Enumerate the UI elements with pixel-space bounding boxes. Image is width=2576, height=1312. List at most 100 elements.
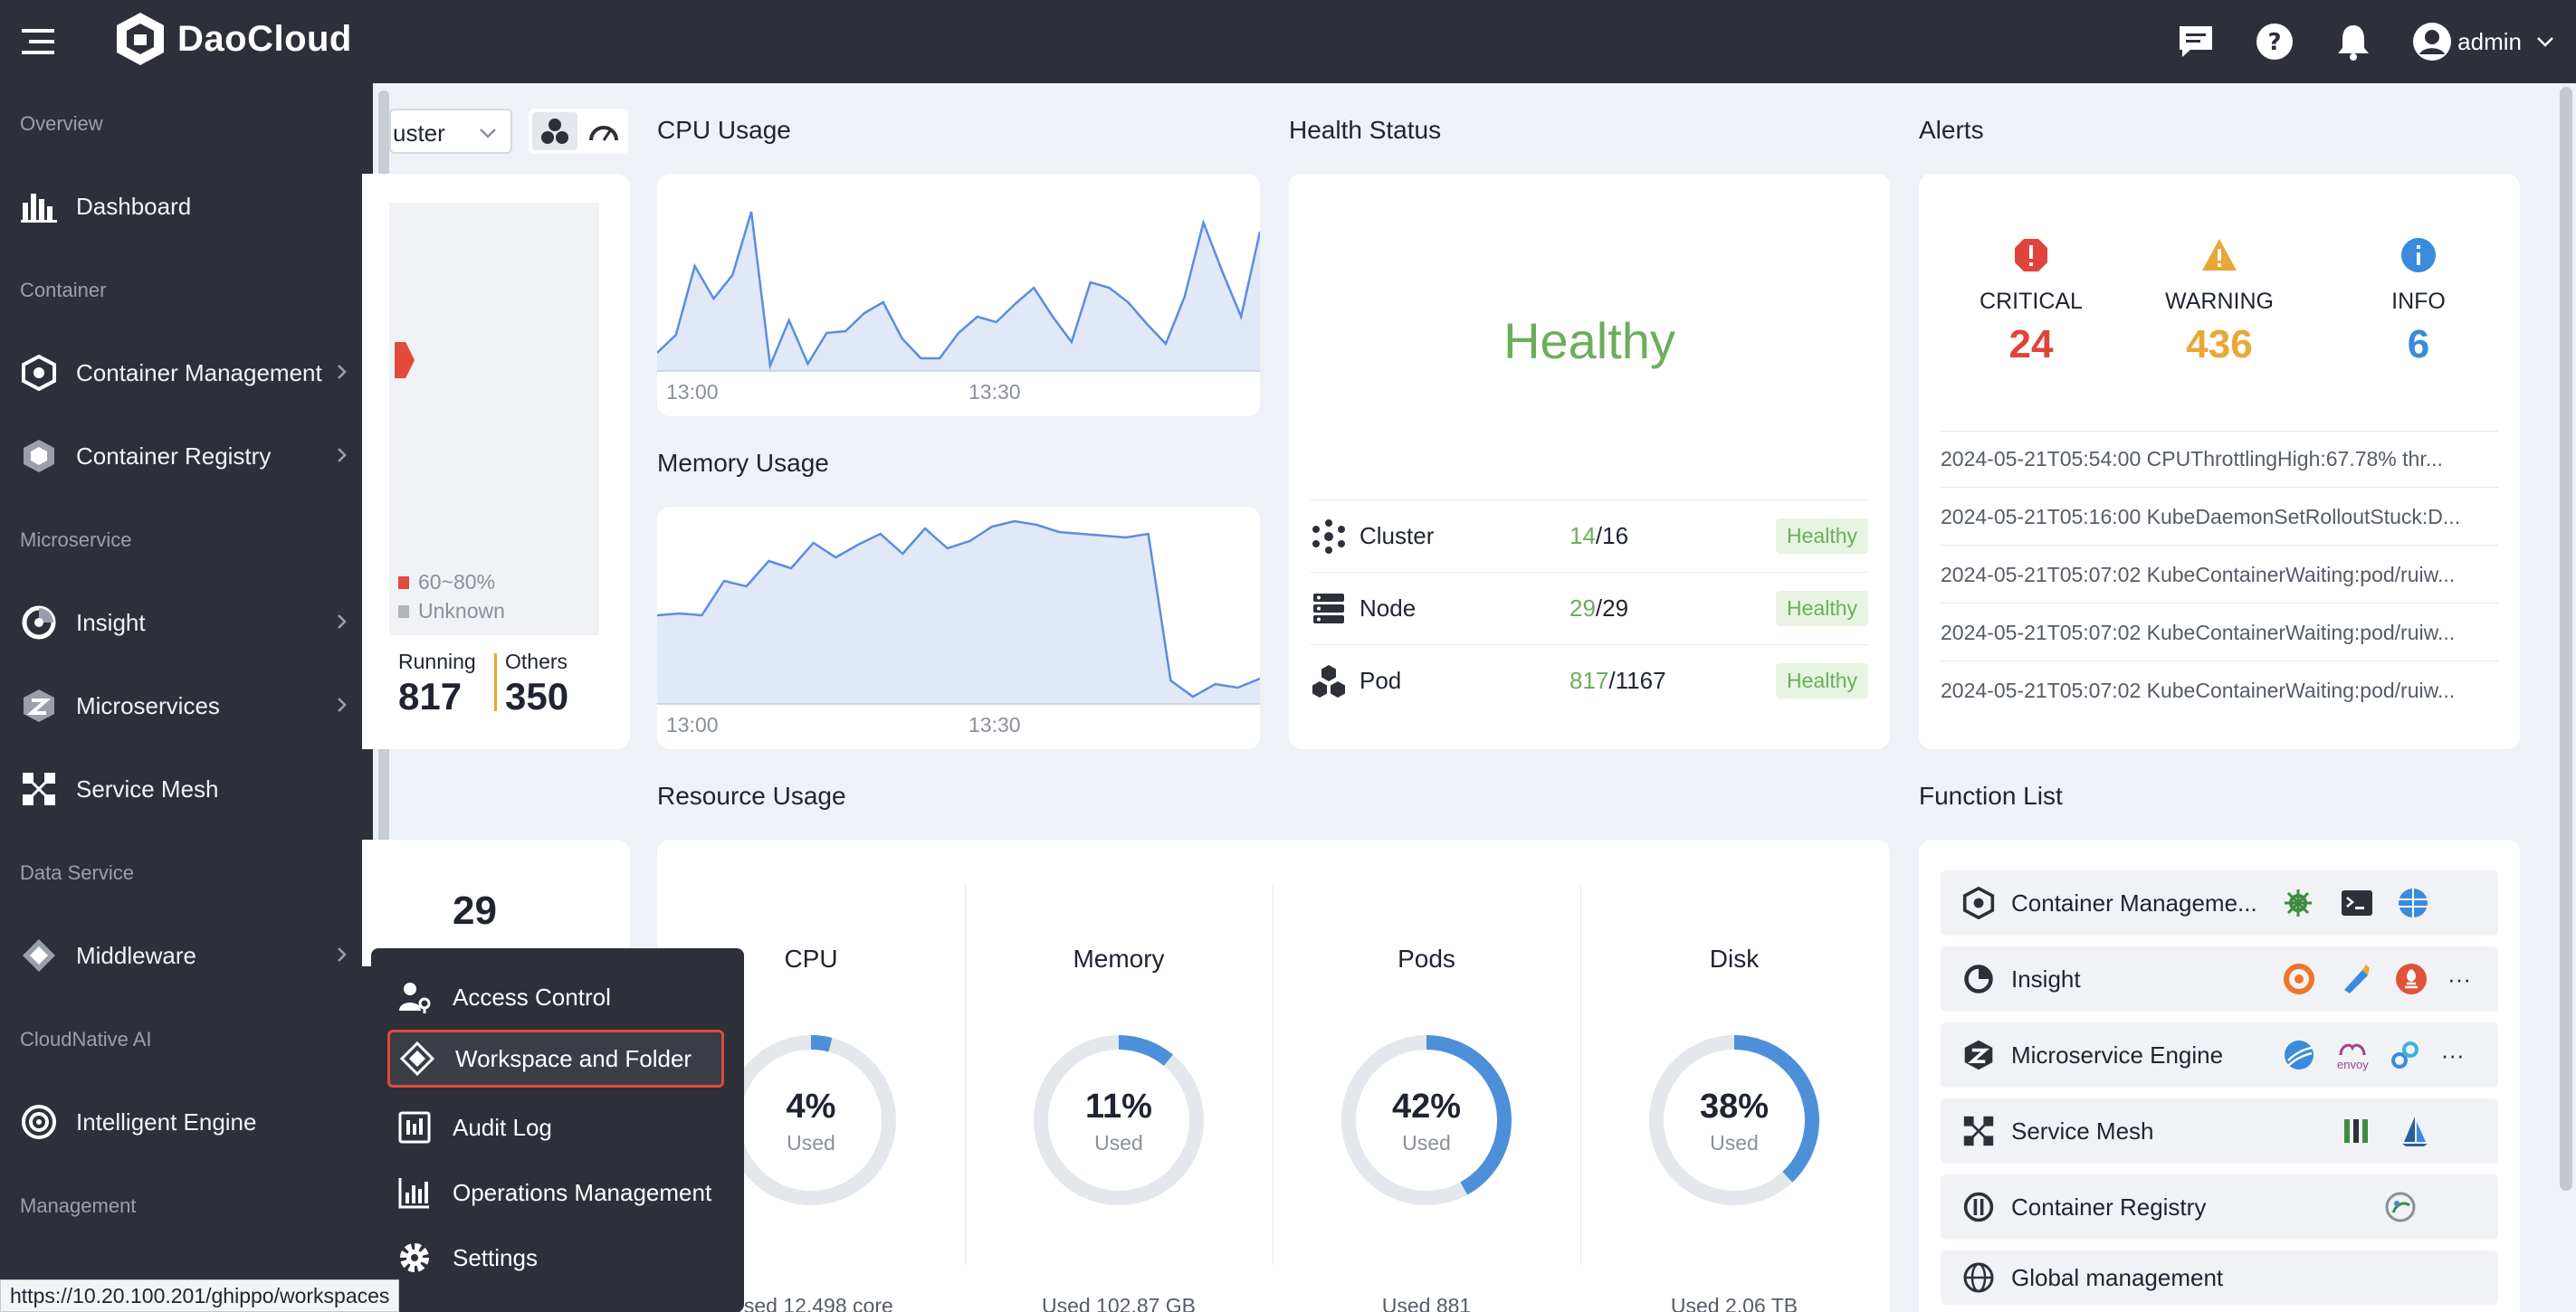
critical-icon — [2015, 239, 2047, 271]
prometheus-icon[interactable] — [2395, 963, 2428, 995]
more-icon[interactable]: ··· — [2447, 965, 2471, 993]
gauge-used-label: Used — [787, 1131, 835, 1155]
divider — [965, 885, 966, 1265]
grafana-icon[interactable] — [2283, 963, 2315, 995]
function-item-container-registry[interactable]: Container Registry — [1941, 1174, 2498, 1240]
sidebar-item-microservices[interactable]: Microservices — [20, 679, 364, 733]
message-icon[interactable] — [2176, 22, 2216, 62]
sidebar-item-label: Container Registry — [76, 442, 272, 470]
alert-item[interactable]: 2024-05-21T05:07:02 KubeContainerWaiting… — [1941, 679, 2456, 702]
page-scrollbar[interactable] — [2560, 87, 2572, 1191]
registry-icon — [1961, 1189, 1997, 1225]
sidebar-item-label: Microservices — [76, 691, 220, 719]
health-row-cluster[interactable]: Cluster 14/16 Healthy — [1311, 499, 1868, 572]
terminal-icon[interactable] — [2341, 889, 2373, 917]
sidebar-item-label: Service Mesh — [76, 775, 219, 803]
health-row-label: Cluster — [1360, 522, 1435, 549]
sidebar-item-intelligent-engine[interactable]: Intelligent Engine — [20, 1095, 364, 1149]
avatar-icon[interactable] — [2412, 22, 2452, 62]
menu-item-audit-log[interactable]: Audit Log — [396, 1098, 733, 1156]
gauge-percent: 38% — [1699, 1088, 1770, 1126]
critical-label: CRITICAL — [1980, 289, 2083, 314]
sidebar-item-dashboard[interactable]: Dashboard — [20, 179, 364, 233]
management-submenu: Access Control Workspace and Folder Audi… — [371, 948, 744, 1312]
menu-item-operations-management[interactable]: Operations Management — [396, 1164, 733, 1222]
envoy-icon[interactable]: envoy — [2337, 1041, 2369, 1070]
menu-item-label: Access Control — [453, 983, 611, 1011]
menu-item-access-control[interactable]: Access Control — [396, 968, 733, 1026]
function-item-global-management[interactable]: Global management — [1941, 1250, 2498, 1305]
alert-item[interactable]: 2024-05-21T05:07:02 KubeContainerWaiting… — [1941, 621, 2456, 644]
harbor-icon[interactable] — [2384, 1191, 2417, 1223]
globe-icon — [1961, 1260, 1997, 1296]
nacos-icon[interactable] — [2389, 1039, 2421, 1071]
warning-label: WARNING — [2165, 289, 2274, 314]
cluster-map-area — [389, 203, 599, 635]
function-item-insight[interactable]: Insight ··· — [1941, 946, 2498, 1012]
health-row-count: 29/29 — [1569, 594, 1629, 622]
alert-item[interactable]: 2024-05-21T05:54:00 CPUThrottlingHigh:67… — [1941, 447, 2443, 471]
alert-item[interactable]: 2024-05-21T05:16:00 KubeDaemonSetRollout… — [1941, 505, 2461, 528]
sidebar-item-label: Container Management — [76, 358, 322, 386]
divider — [494, 653, 497, 711]
sidebar-item-container-registry[interactable]: Container Registry — [20, 429, 364, 483]
kiali-icon[interactable] — [2341, 1116, 2371, 1146]
running-value: 817 — [398, 675, 463, 718]
sidebar-item-container-management[interactable]: Container Management — [20, 346, 364, 400]
alerts-title: Alerts — [1919, 116, 1984, 144]
x-tick-label: 13:30 — [968, 713, 1021, 737]
insight-icon — [1961, 961, 1997, 997]
gauge-used-label: Used — [1402, 1131, 1451, 1155]
more-icon[interactable]: ··· — [2440, 1041, 2465, 1069]
menu-item-settings[interactable]: Settings — [396, 1229, 733, 1287]
menu-item-label: Operations Management — [453, 1178, 712, 1206]
help-icon[interactable]: ? — [2255, 22, 2295, 62]
cluster-panel: 60~80% Unknown Running 817 Others 350 — [362, 174, 630, 749]
logo[interactable]: DaoCloud — [114, 11, 352, 67]
legend-unknown: Unknown — [398, 599, 505, 623]
istio-icon[interactable] — [2399, 1115, 2431, 1147]
section-management: Management — [20, 1194, 137, 1217]
bell-icon[interactable] — [2333, 22, 2373, 62]
memory-usage-panel: 13:00 13:30 — [657, 507, 1260, 749]
function-item-service-mesh[interactable]: Service Mesh — [1941, 1098, 2498, 1164]
gauge-used-label: Used — [1094, 1131, 1143, 1155]
cpu-usage-chart — [657, 211, 1260, 372]
resource-gauge: 4% Used — [720, 1030, 902, 1211]
health-row-node[interactable]: Node 29/29 Healthy — [1311, 572, 1868, 644]
function-item-microservice-engine[interactable]: Microservice Engine envoy ··· — [1941, 1022, 2498, 1088]
sentinel-icon[interactable] — [2283, 1039, 2315, 1071]
menu-item-workspace-and-folder[interactable]: Workspace and Folder — [387, 1030, 724, 1088]
chevron-right-icon — [338, 614, 347, 629]
memory-usage-chart — [657, 519, 1260, 705]
menu-item-label: Settings — [453, 1243, 538, 1271]
helm-icon[interactable] — [2283, 888, 2314, 918]
function-list-title: Function List — [1919, 782, 2063, 810]
chevron-down-icon[interactable] — [2534, 31, 2556, 52]
cluster-view-icon[interactable] — [532, 112, 577, 150]
alert-item[interactable]: 2024-05-21T05:07:02 KubeContainerWaiting… — [1941, 563, 2456, 586]
globe-network-icon[interactable] — [2397, 887, 2429, 919]
daocloud-logo-icon — [117, 13, 164, 65]
function-item-container-management[interactable]: Container Manageme... — [1941, 870, 2498, 936]
sidebar-item-label: Middleware — [76, 941, 196, 969]
cluster-select[interactable]: uster — [389, 109, 512, 154]
jaeger-icon[interactable] — [2339, 963, 2371, 995]
alert-info[interactable]: INFO 6 — [2328, 237, 2509, 367]
sidebar-item-middleware[interactable]: Middleware — [20, 928, 364, 983]
gauge-view-icon[interactable] — [583, 112, 625, 150]
username[interactable]: admin — [2457, 27, 2522, 55]
view-toggle — [529, 109, 628, 154]
resource-gauge: 11% Used — [1028, 1030, 1209, 1211]
hamburger-menu-icon[interactable] — [20, 24, 56, 60]
section-microservice: Microservice — [20, 528, 132, 551]
sidebar-item-service-mesh[interactable]: Service Mesh — [20, 762, 364, 816]
alert-critical[interactable]: CRITICAL 24 — [1941, 237, 2122, 367]
sidebar-item-insight[interactable]: Insight — [20, 595, 364, 650]
resource-gauge: 38% Used — [1644, 1030, 1825, 1211]
health-row-pod[interactable]: Pod 817/1167 Healthy — [1311, 644, 1868, 717]
x-tick-label: 13:00 — [666, 713, 719, 737]
workspace-icon — [399, 1041, 435, 1077]
bar-chart-icon — [20, 187, 58, 225]
alert-warning[interactable]: WARNING 436 — [2129, 237, 2310, 367]
